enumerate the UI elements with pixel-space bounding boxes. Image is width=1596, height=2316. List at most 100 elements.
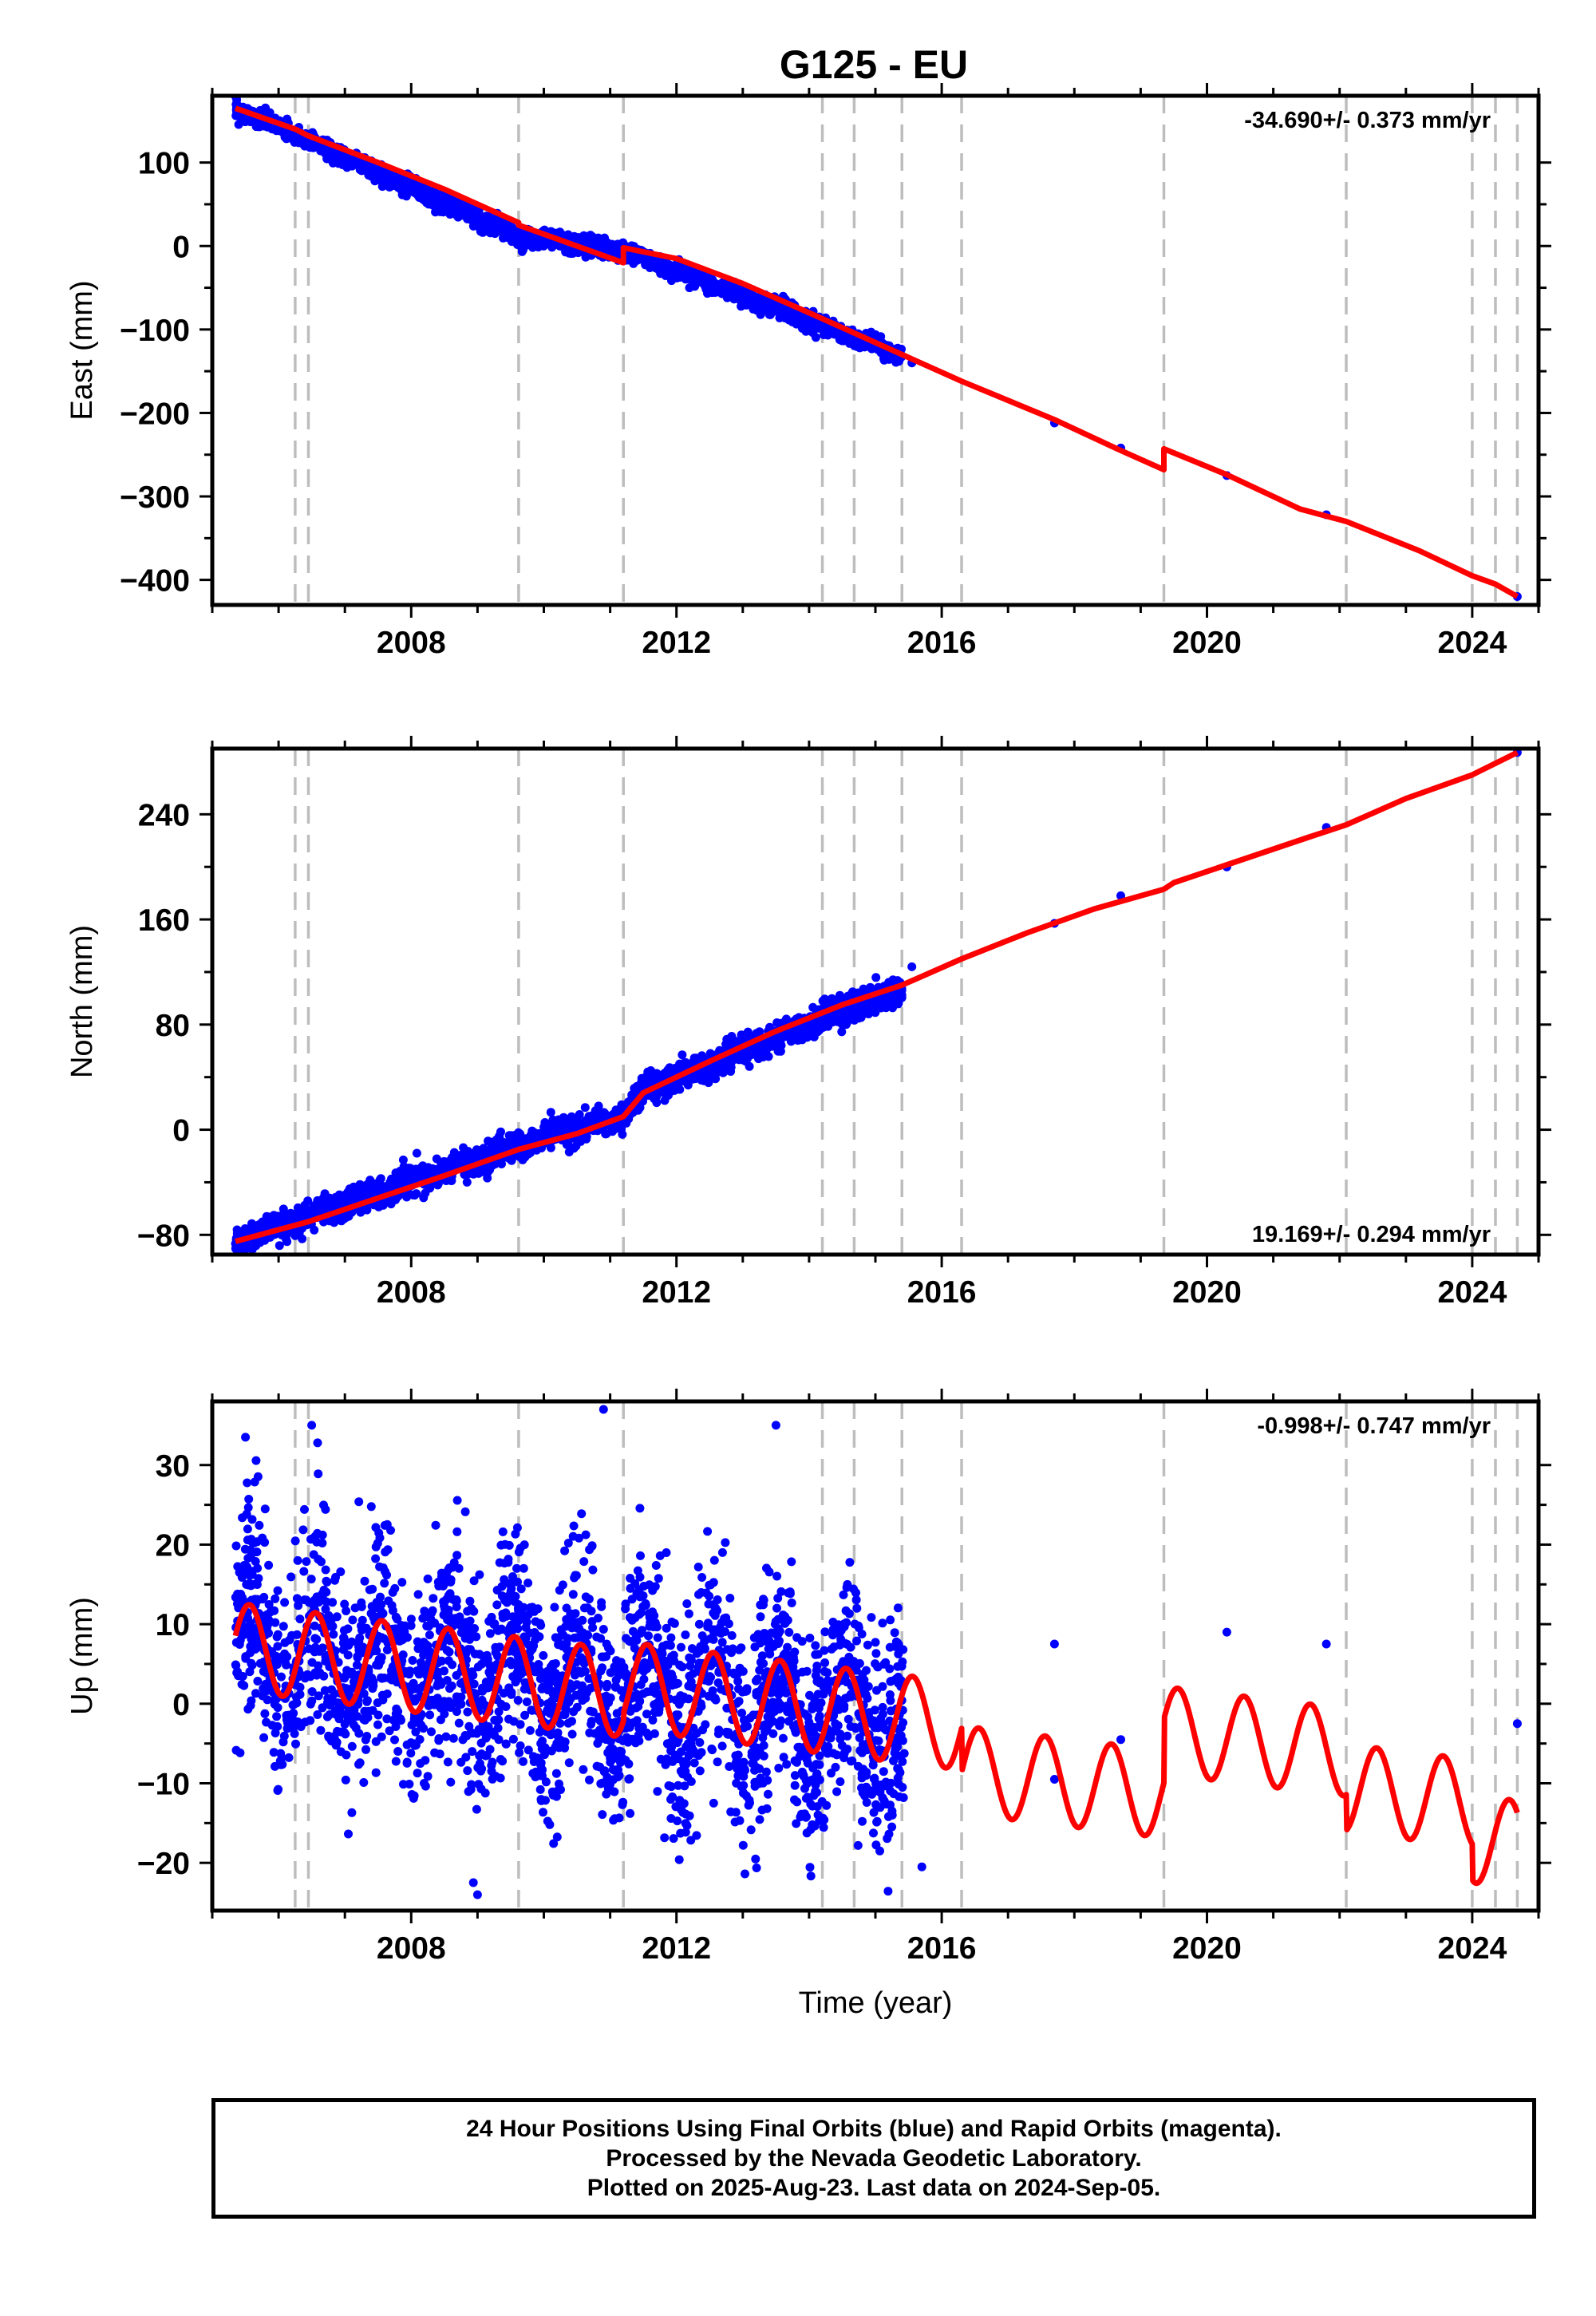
data-point	[507, 223, 516, 231]
data-point	[462, 1177, 472, 1187]
data-point	[235, 1242, 244, 1251]
data-point	[507, 1131, 516, 1140]
data-point	[275, 1241, 284, 1251]
data-point	[656, 256, 666, 266]
data-point	[365, 166, 373, 176]
data-point	[476, 1152, 485, 1161]
data-point	[546, 1143, 555, 1152]
data-point	[784, 315, 794, 325]
data-point	[660, 1096, 670, 1105]
data-point	[492, 222, 501, 231]
plot-frame	[210, 93, 1541, 607]
data-point	[410, 1171, 420, 1180]
data-point	[517, 247, 527, 256]
data-point	[523, 1149, 533, 1159]
data-point	[483, 217, 492, 227]
y-tick-label: 100	[138, 147, 190, 181]
data-point	[396, 1172, 405, 1181]
y-tick-label: −200	[120, 397, 190, 431]
data-point	[575, 1110, 584, 1119]
data-point	[365, 1176, 375, 1185]
data-point	[388, 177, 397, 187]
data-point	[547, 243, 557, 252]
observation-points	[231, 96, 1522, 601]
data-point	[499, 218, 508, 227]
y-tick-label: −100	[120, 314, 190, 348]
plot-area	[231, 749, 1522, 1255]
data-point	[483, 1173, 492, 1183]
data-point	[332, 1200, 341, 1210]
x-tick-label: 2024	[1438, 626, 1507, 660]
data-point	[585, 235, 595, 244]
data-point	[410, 1191, 420, 1200]
ticks	[200, 83, 1551, 618]
data-point	[773, 1046, 783, 1056]
data-point	[735, 287, 745, 296]
data-point	[492, 215, 501, 225]
data-point	[630, 256, 639, 266]
data-point	[303, 1196, 313, 1206]
data-point	[338, 154, 348, 164]
velocity-label: -34.690+/- 0.373 mm/yr	[1244, 108, 1491, 133]
y-tick-label: −400	[120, 564, 190, 599]
data-point	[487, 1137, 496, 1147]
data-point	[580, 1103, 590, 1113]
data-point	[753, 301, 762, 310]
data-point	[468, 1169, 478, 1179]
data-point	[404, 1164, 413, 1173]
data-point	[754, 293, 764, 302]
data-point	[433, 202, 442, 211]
data-point	[290, 1231, 300, 1240]
data-point	[313, 1203, 322, 1213]
data-point	[425, 197, 434, 207]
data-point	[765, 310, 775, 319]
data-point	[801, 322, 811, 331]
data-point	[325, 1216, 334, 1226]
data-point	[243, 115, 252, 124]
x-tick-label: 2008	[377, 626, 446, 660]
data-point	[808, 328, 818, 338]
data-point	[824, 323, 833, 333]
data-point	[709, 285, 719, 294]
data-point	[358, 166, 367, 176]
panel-east: 2008 2012 2016 2020 20241000−100−200−300−400…	[65, 83, 1551, 660]
data-point	[876, 348, 886, 358]
data-point	[730, 293, 740, 302]
data-point	[551, 1117, 561, 1126]
data-point	[398, 1155, 408, 1164]
data-point	[232, 1225, 242, 1235]
data-point	[792, 318, 801, 327]
data-point	[277, 1231, 286, 1239]
data-point	[342, 1211, 352, 1221]
data-point	[812, 318, 822, 327]
data-point	[356, 1207, 365, 1217]
data-point	[476, 218, 485, 227]
data-point	[417, 187, 426, 196]
y-axis-title: East (mm)	[65, 280, 99, 420]
y-tick-label: −300	[120, 480, 190, 515]
data-point	[871, 973, 881, 982]
data-point	[401, 1191, 410, 1199]
data-point	[495, 1133, 504, 1143]
data-point	[590, 241, 599, 251]
data-point	[699, 275, 709, 284]
data-point	[401, 183, 411, 192]
data-point	[600, 244, 610, 254]
data-point	[678, 1050, 687, 1060]
data-point	[255, 1223, 265, 1233]
data-point	[474, 209, 484, 219]
data-point	[527, 1126, 537, 1136]
data-point	[652, 1098, 662, 1108]
data-point	[299, 1204, 309, 1214]
data-point	[380, 172, 389, 181]
data-point	[350, 157, 360, 167]
data-point	[421, 1188, 430, 1198]
y-tick-label: 0	[172, 230, 190, 264]
data-point	[464, 211, 474, 220]
data-point	[685, 283, 694, 293]
data-point	[418, 1165, 428, 1175]
data-point	[454, 199, 464, 208]
data-point	[434, 191, 444, 200]
data-point	[417, 193, 427, 203]
